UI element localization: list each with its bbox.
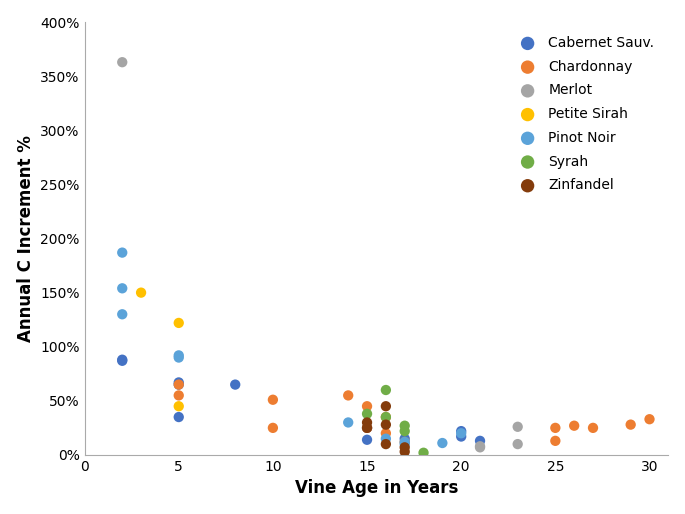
Zinfandel	[362, 424, 373, 432]
Syrah	[399, 421, 410, 430]
Cabernet Sauv.	[116, 357, 127, 365]
Chardonnay	[550, 437, 561, 445]
Chardonnay	[588, 424, 599, 432]
Syrah	[380, 413, 391, 421]
Syrah	[399, 427, 410, 435]
Cabernet Sauv.	[456, 432, 466, 440]
Merlot	[512, 423, 523, 431]
Cabernet Sauv.	[475, 437, 486, 445]
Pinot Noir	[116, 248, 127, 256]
Zinfandel	[380, 402, 391, 410]
Chardonnay	[569, 421, 580, 430]
Pinot Noir	[437, 439, 448, 447]
Chardonnay	[644, 415, 655, 424]
Chardonnay	[267, 396, 278, 404]
Pinot Noir	[399, 438, 410, 446]
Cabernet Sauv.	[173, 380, 184, 389]
Pinot Noir	[116, 284, 127, 292]
Cabernet Sauv.	[456, 427, 466, 435]
Pinot Noir	[399, 440, 410, 448]
Cabernet Sauv.	[399, 434, 410, 443]
Cabernet Sauv.	[229, 380, 240, 389]
Chardonnay	[362, 402, 373, 410]
Chardonnay	[550, 424, 561, 432]
Legend: Cabernet Sauv., Chardonnay, Merlot, Petite Sirah, Pinot Noir, Syrah, Zinfandel: Cabernet Sauv., Chardonnay, Merlot, Peti…	[507, 29, 662, 199]
Petite Sirah	[173, 319, 184, 327]
Chardonnay	[380, 413, 391, 421]
Chardonnay	[625, 420, 636, 429]
Syrah	[380, 386, 391, 394]
Syrah	[418, 449, 429, 457]
Cabernet Sauv.	[362, 424, 373, 432]
Zinfandel	[380, 420, 391, 429]
Chardonnay	[173, 380, 184, 389]
Pinot Noir	[456, 429, 466, 437]
Chardonnay	[399, 438, 410, 446]
Zinfandel	[362, 418, 373, 427]
Chardonnay	[173, 391, 184, 399]
Zinfandel	[399, 443, 410, 451]
Cabernet Sauv.	[173, 378, 184, 387]
Merlot	[116, 58, 127, 66]
Pinot Noir	[173, 351, 184, 359]
Chardonnay	[380, 429, 391, 437]
Petite Sirah	[173, 402, 184, 410]
Merlot	[475, 442, 486, 450]
Pinot Noir	[116, 310, 127, 318]
Cabernet Sauv.	[173, 413, 184, 421]
Chardonnay	[342, 391, 353, 399]
Zinfandel	[399, 448, 410, 456]
Cabernet Sauv.	[362, 436, 373, 444]
Petite Sirah	[136, 288, 147, 297]
X-axis label: Vine Age in Years: Vine Age in Years	[295, 480, 458, 498]
Chardonnay	[362, 424, 373, 432]
Pinot Noir	[173, 354, 184, 362]
Merlot	[512, 440, 523, 448]
Merlot	[475, 443, 486, 451]
Pinot Noir	[342, 418, 353, 427]
Chardonnay	[267, 424, 278, 432]
Syrah	[362, 410, 373, 418]
Zinfandel	[380, 440, 391, 448]
Y-axis label: Annual C Increment %: Annual C Increment %	[16, 135, 35, 342]
Cabernet Sauv.	[116, 356, 127, 364]
Pinot Noir	[380, 434, 391, 443]
